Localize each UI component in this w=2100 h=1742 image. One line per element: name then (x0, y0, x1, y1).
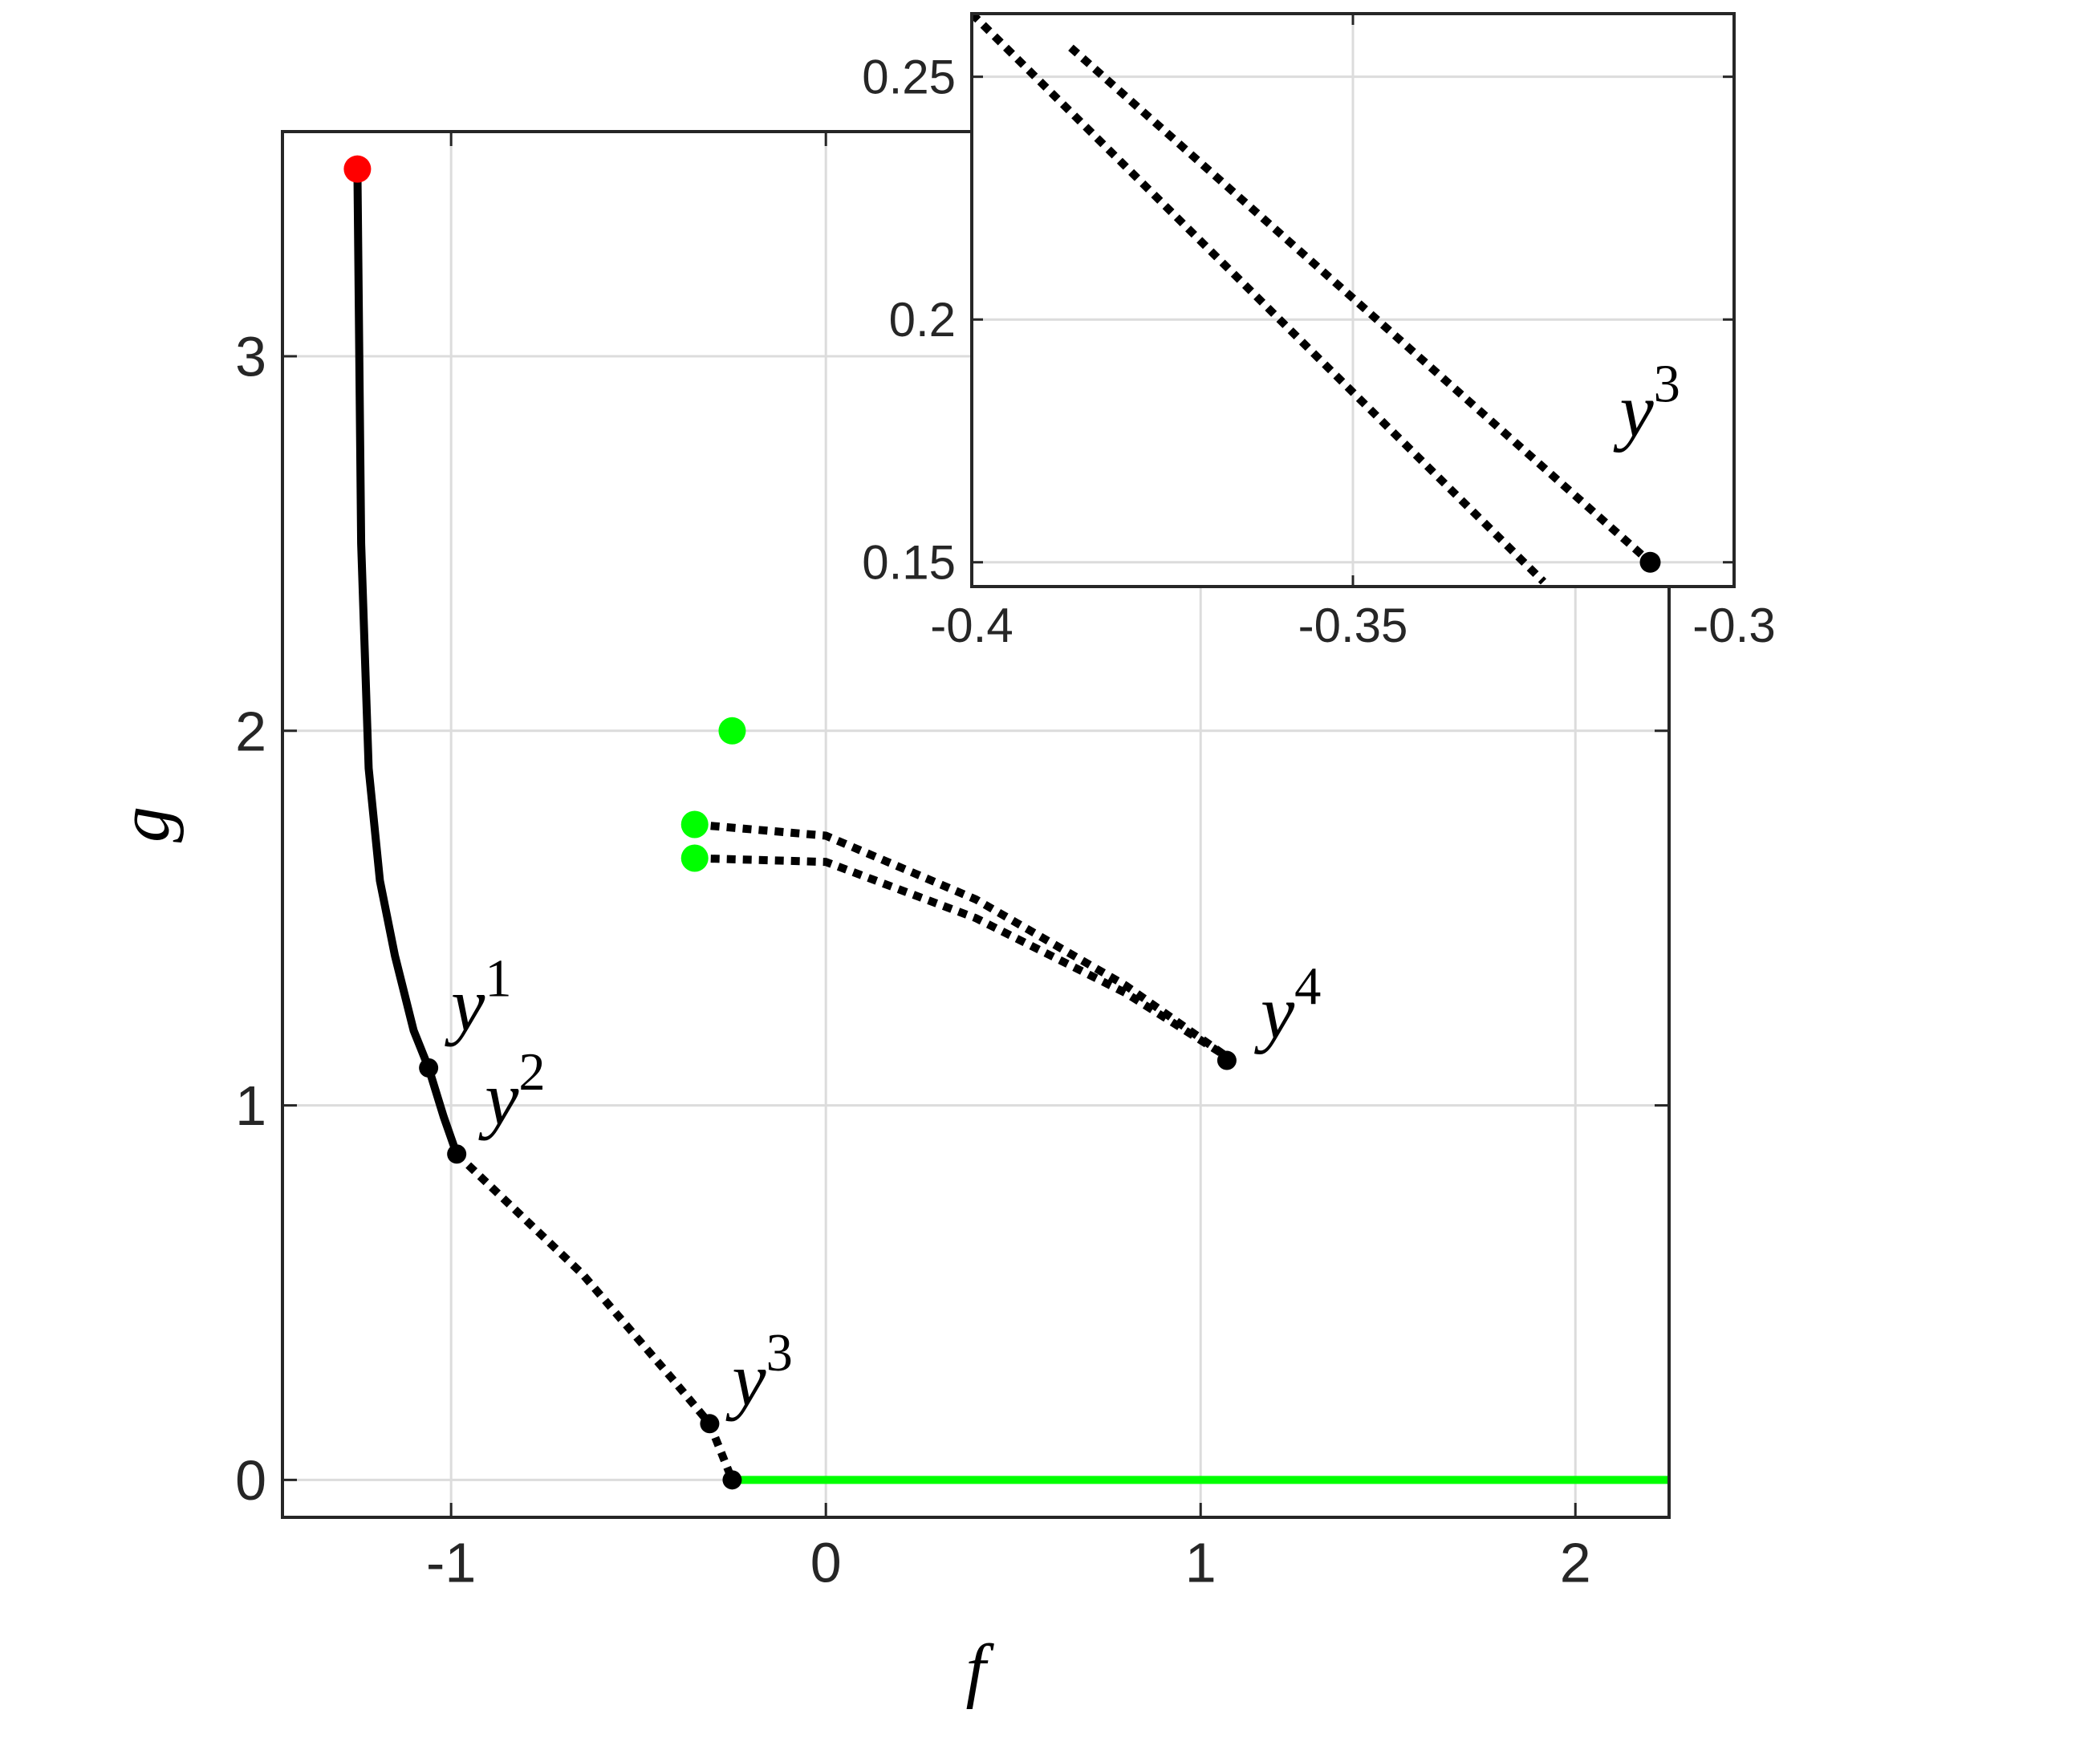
x-tick-label: -0.35 (1298, 599, 1408, 652)
y-tick-label: 1 (235, 1074, 266, 1137)
annotation-sup: 1 (485, 949, 511, 1008)
y-tick-label: 0.25 (862, 51, 956, 104)
point (1639, 551, 1661, 573)
series-line (694, 854, 1229, 1061)
annotation-sup: 3 (766, 1324, 793, 1383)
marker (680, 810, 709, 839)
y-tick-label: 0.15 (862, 536, 956, 590)
x-tick-label: 2 (1560, 1532, 1591, 1594)
series-line (972, 14, 1547, 585)
x-tick-label: -0.4 (930, 599, 1013, 652)
point (447, 1144, 467, 1164)
annotation-sup: 2 (518, 1043, 545, 1102)
annotation: y4 (1254, 957, 1321, 1055)
marker (718, 717, 746, 745)
annotation-sup: 4 (1294, 957, 1321, 1016)
plot (972, 14, 1661, 585)
annotation: y3 (1614, 355, 1680, 453)
point (419, 1058, 439, 1078)
y-tick-label: 0.2 (889, 293, 956, 347)
annotation: y2 (478, 1043, 545, 1141)
point (1217, 1050, 1237, 1070)
annotation-base: y (1614, 367, 1655, 453)
marker (680, 844, 709, 872)
y-axis-label: g (105, 806, 185, 843)
annotation-base: y (1254, 970, 1295, 1055)
annotation: y1 (445, 949, 511, 1047)
y-tick-label: 3 (235, 326, 266, 388)
point (722, 1470, 742, 1490)
y-tick-label: 0 (235, 1449, 266, 1512)
series-line (453, 1151, 737, 1482)
marker (343, 155, 372, 183)
series-line (694, 820, 1229, 1060)
x-tick-label: -0.3 (1692, 599, 1775, 652)
annotation-sup: 3 (1654, 355, 1680, 414)
annotation-base: y (478, 1056, 519, 1141)
series-line (1068, 44, 1653, 566)
point (700, 1414, 720, 1434)
annotation-base: y (725, 1337, 766, 1422)
y-tick-label: 2 (235, 700, 266, 762)
series-line (353, 169, 461, 1155)
x-tick-label: 1 (1185, 1532, 1217, 1594)
x-tick-label: 0 (810, 1532, 842, 1594)
x-tick-label: -1 (426, 1532, 476, 1594)
annotation: y3 (725, 1324, 792, 1422)
axes: -0.4 -0.35 -0.3 0.15 0.2 0.25 y3 (862, 12, 1776, 652)
axes-box (970, 12, 1736, 588)
annotation-base: y (445, 962, 485, 1047)
plot (343, 155, 1669, 1490)
